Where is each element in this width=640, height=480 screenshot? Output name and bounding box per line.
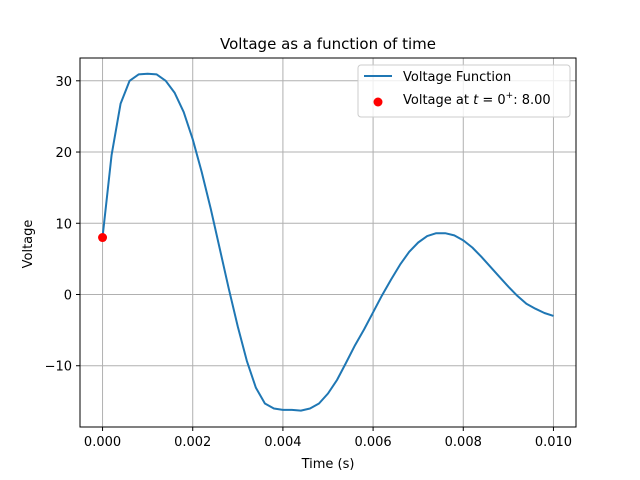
legend-point-swatch [373,97,383,107]
x-tick-label: 0.008 [445,435,482,450]
y-tick-label: 10 [55,217,72,232]
grid-lines [80,58,576,427]
legend-label-initial-voltage: Voltage at t = 0+: 8.00 [403,91,551,108]
plot-area [98,72,554,412]
chart-title: Voltage as a function of time [220,35,436,53]
x-tick-label: 0.000 [84,435,121,450]
y-tick-label: −10 [45,360,72,375]
legend: Voltage Function Voltage at t = 0+: 8.00 [357,64,571,118]
y-tick-label: 20 [55,146,72,161]
y-tick-label: 0 [64,289,72,304]
x-tick-label: 0.010 [535,435,572,450]
initial-voltage-point [98,233,108,243]
y-axis-label: Voltage [21,220,36,269]
axis-ticks: 0.000 0.002 0.004 0.006 0.008 0.010 −10 0 10 20 30 [45,75,573,450]
y-tick-label: 30 [55,75,72,90]
x-tick-label: 0.004 [264,435,301,450]
voltage-function-line [101,72,554,412]
x-axis-label: Time (s) [301,457,355,472]
legend-label-voltage-function: Voltage Function [403,70,511,85]
x-tick-label: 0.006 [354,435,391,450]
legend-box [357,64,571,118]
x-tick-label: 0.002 [174,435,211,450]
plot-frame [79,57,577,428]
